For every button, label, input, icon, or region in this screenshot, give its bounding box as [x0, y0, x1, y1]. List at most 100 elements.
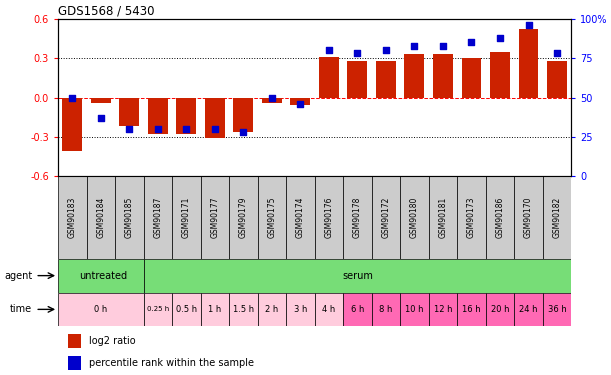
- Point: [495, 34, 505, 40]
- Bar: [258, 176, 286, 259]
- Bar: [68, 356, 81, 370]
- Text: percentile rank within the sample: percentile rank within the sample: [89, 358, 254, 368]
- Bar: [543, 176, 571, 259]
- Bar: [543, 292, 571, 326]
- Bar: [315, 176, 343, 259]
- Point: [552, 50, 562, 56]
- Text: GSM90174: GSM90174: [296, 197, 305, 238]
- Bar: [62, 98, 82, 151]
- Text: GSM90181: GSM90181: [439, 197, 447, 238]
- Text: GSM90176: GSM90176: [324, 197, 334, 238]
- Text: GSM90177: GSM90177: [210, 197, 219, 238]
- Text: 10 h: 10 h: [405, 305, 423, 314]
- Bar: [144, 176, 172, 259]
- Text: GSM90180: GSM90180: [410, 197, 419, 238]
- Bar: [68, 334, 81, 348]
- Bar: [172, 292, 200, 326]
- Text: GSM90187: GSM90187: [153, 197, 163, 238]
- Bar: [258, 292, 286, 326]
- Text: GSM90185: GSM90185: [125, 197, 134, 238]
- Bar: [286, 292, 315, 326]
- Bar: [148, 98, 168, 134]
- Text: agent: agent: [4, 271, 32, 280]
- Bar: [461, 58, 481, 98]
- Bar: [404, 54, 425, 98]
- Point: [353, 50, 362, 56]
- Text: 8 h: 8 h: [379, 305, 393, 314]
- Text: GSM90184: GSM90184: [97, 197, 105, 238]
- Bar: [58, 292, 144, 326]
- Text: 1.5 h: 1.5 h: [233, 305, 254, 314]
- Bar: [144, 292, 172, 326]
- Text: 0 h: 0 h: [94, 305, 108, 314]
- Bar: [233, 98, 254, 132]
- Text: 0.25 h: 0.25 h: [147, 306, 169, 312]
- Bar: [172, 176, 200, 259]
- Point: [296, 101, 306, 107]
- Bar: [514, 176, 543, 259]
- Bar: [486, 292, 514, 326]
- Bar: [315, 292, 343, 326]
- Bar: [262, 98, 282, 103]
- Point: [381, 47, 391, 53]
- Text: GSM90173: GSM90173: [467, 197, 476, 238]
- Bar: [286, 176, 315, 259]
- Bar: [290, 98, 310, 105]
- Bar: [119, 98, 139, 126]
- Text: 1 h: 1 h: [208, 305, 222, 314]
- Text: GSM90183: GSM90183: [68, 197, 77, 238]
- Point: [125, 126, 134, 132]
- Bar: [433, 54, 453, 98]
- Bar: [115, 176, 144, 259]
- Text: serum: serum: [342, 271, 373, 280]
- Bar: [457, 292, 486, 326]
- Bar: [348, 61, 367, 98]
- Bar: [429, 292, 457, 326]
- Bar: [58, 176, 87, 259]
- Bar: [144, 259, 571, 292]
- Bar: [371, 176, 400, 259]
- Point: [153, 126, 163, 132]
- Point: [67, 94, 77, 100]
- Text: time: time: [10, 304, 32, 314]
- Bar: [376, 61, 396, 98]
- Bar: [58, 259, 144, 292]
- Bar: [457, 176, 486, 259]
- Bar: [343, 292, 371, 326]
- Text: 16 h: 16 h: [462, 305, 481, 314]
- Point: [181, 126, 191, 132]
- Text: 3 h: 3 h: [294, 305, 307, 314]
- Text: 2 h: 2 h: [265, 305, 279, 314]
- Bar: [229, 176, 258, 259]
- Bar: [200, 176, 229, 259]
- Point: [409, 42, 419, 48]
- Text: 20 h: 20 h: [491, 305, 509, 314]
- Text: GDS1568 / 5430: GDS1568 / 5430: [58, 4, 155, 18]
- Bar: [486, 176, 514, 259]
- Point: [524, 22, 533, 28]
- Text: GSM90175: GSM90175: [268, 197, 276, 238]
- Text: GSM90172: GSM90172: [381, 197, 390, 238]
- Text: GSM90182: GSM90182: [552, 197, 562, 238]
- Text: 12 h: 12 h: [434, 305, 452, 314]
- Text: GSM90171: GSM90171: [182, 197, 191, 238]
- Point: [96, 115, 106, 121]
- Text: 24 h: 24 h: [519, 305, 538, 314]
- Point: [438, 42, 448, 48]
- Bar: [205, 98, 225, 138]
- Text: GSM90186: GSM90186: [496, 197, 505, 238]
- Bar: [87, 176, 115, 259]
- Text: 6 h: 6 h: [351, 305, 364, 314]
- Text: GSM90170: GSM90170: [524, 197, 533, 238]
- Bar: [514, 292, 543, 326]
- Point: [267, 94, 277, 100]
- Text: 0.5 h: 0.5 h: [176, 305, 197, 314]
- Text: GSM90179: GSM90179: [239, 197, 248, 238]
- Bar: [200, 292, 229, 326]
- Bar: [91, 98, 111, 103]
- Bar: [490, 52, 510, 98]
- Bar: [429, 176, 457, 259]
- Point: [324, 47, 334, 53]
- Bar: [547, 61, 567, 98]
- Text: GSM90178: GSM90178: [353, 197, 362, 238]
